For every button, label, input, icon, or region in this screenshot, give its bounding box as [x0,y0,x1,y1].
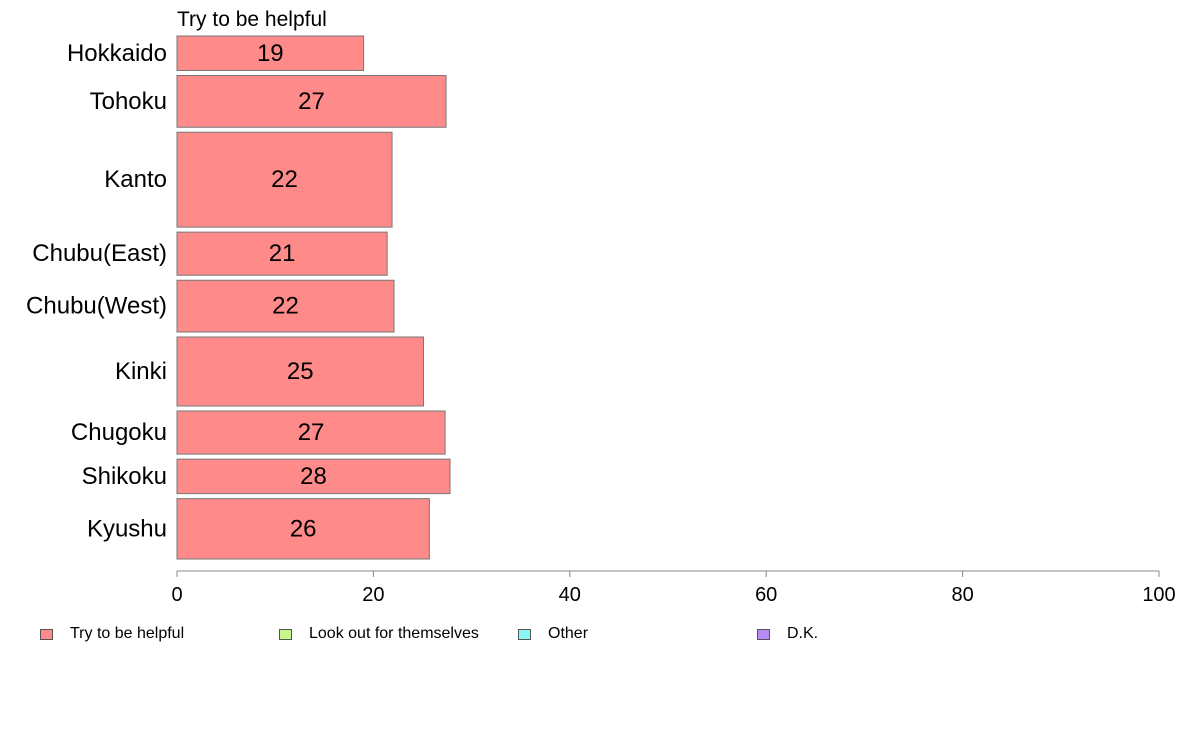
legend-label: D.K. [787,625,819,642]
x-tick-label: 100 [1142,584,1175,606]
category-label-tohoku: Tohoku [90,88,167,115]
chart-title: Try to be helpful [177,8,327,31]
legend-item-try-to-be-helpful: Try to be helpful [40,622,184,646]
legend-swatch [518,628,531,640]
category-label-chubu-west: Chubu(West) [26,293,167,320]
x-tick-label: 40 [559,584,581,606]
value-label-kyushu: 26 [290,515,317,542]
category-label-kanto: Kanto [104,166,167,193]
bar-kinki [176,336,424,407]
bar-group: Hokkaido 19 Tohoku 27 Kanto 22 Chubu(East) 21 Ch… [26,35,451,560]
value-label-kinki: 25 [287,358,314,385]
x-tick-label: 20 [362,584,384,606]
value-label-chugoku: 27 [298,419,325,446]
category-label-shikoku: Shikoku [82,463,167,490]
legend-item-look-out-for-themselves: Look out for themselves [279,622,479,646]
value-label-hokkaido: 19 [257,40,284,67]
category-label-hokkaido: Hokkaido [67,40,167,67]
bar-hokkaido [176,35,365,71]
bar-kyushu [176,498,430,560]
value-label-shikoku: 28 [300,463,327,490]
legend-label: Try to be helpful [70,625,185,642]
category-label-kyushu: Kyushu [87,515,167,542]
legend-swatch [757,628,770,640]
x-tick-label: 80 [951,584,973,606]
category-label-chubu-east: Chubu(East) [32,240,167,267]
legend-item-dk: D.K. [757,622,818,646]
x-tick-label: 0 [171,584,182,606]
category-label-chugoku: Chugoku [71,419,167,446]
bar-shikoku [176,458,451,495]
x-axis: 0 20 40 60 80 100 [171,570,1176,606]
bar-chugoku [176,410,446,455]
value-label-chubu-west: 22 [272,293,299,320]
category-label-kinki: Kinki [115,358,167,385]
value-label-tohoku: 27 [298,88,325,115]
bar-chubu-west [176,279,395,333]
bar-kanto [176,131,393,228]
legend-label: Other [548,625,589,642]
value-label-chubu-east: 21 [269,240,296,267]
value-label-kanto: 22 [271,166,298,193]
legend-label: Look out for themselves [309,625,479,642]
legend-swatch [40,628,53,640]
bar-tohoku [176,75,447,128]
legend-swatch [279,628,292,640]
x-tick-label: 60 [755,584,777,606]
legend-item-other: Other [518,622,588,646]
legend: Try to be helpful Look out for themselve… [0,622,1188,646]
bar-chubu-east [176,231,388,276]
